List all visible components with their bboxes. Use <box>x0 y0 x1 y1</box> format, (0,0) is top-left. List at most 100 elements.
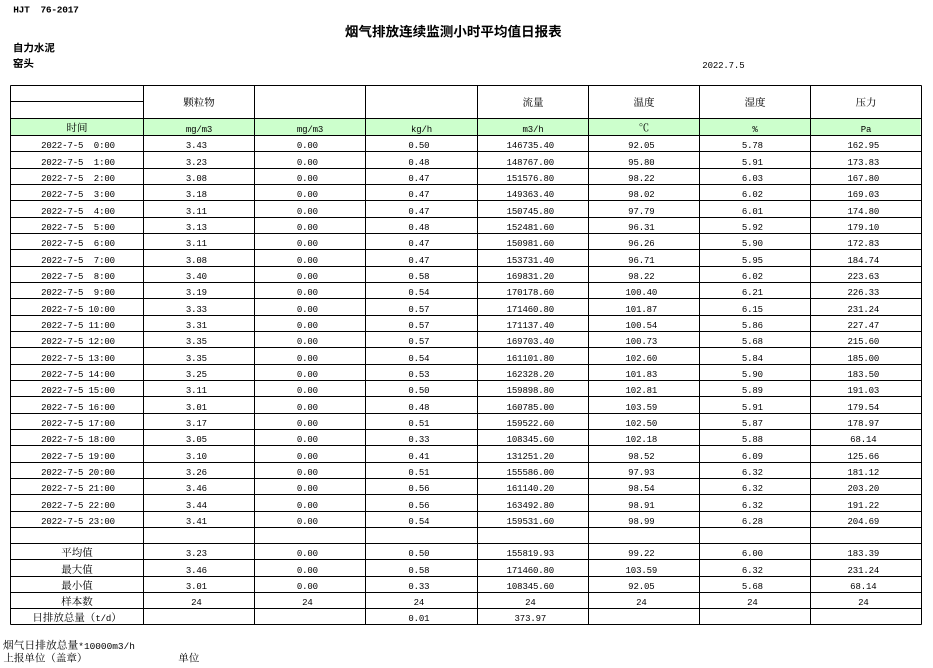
svg-text:6.00: 6.00 <box>742 549 763 559</box>
svg-text:3.01: 3.01 <box>186 582 207 592</box>
svg-text:2022-7-5 17:00: 2022-7-5 17:00 <box>41 419 115 429</box>
svg-text:5.68: 5.68 <box>742 337 763 347</box>
svg-text:5.86: 5.86 <box>742 321 763 331</box>
svg-text:3.35: 3.35 <box>186 337 207 347</box>
svg-text:159898.80: 159898.80 <box>507 386 554 396</box>
svg-text:96.71: 96.71 <box>628 256 654 266</box>
svg-text:2022-7-5 20:00: 2022-7-5 20:00 <box>41 468 115 478</box>
svg-text:0.50: 0.50 <box>408 386 429 396</box>
svg-text:103.59: 103.59 <box>626 403 658 413</box>
svg-text:3.43: 3.43 <box>186 141 207 151</box>
svg-text:2022.7.5: 2022.7.5 <box>702 61 744 71</box>
svg-text:160785.00: 160785.00 <box>507 403 554 413</box>
svg-text:191.03: 191.03 <box>848 386 880 396</box>
svg-text:0.54: 0.54 <box>408 354 429 364</box>
svg-text:0.51: 0.51 <box>408 468 429 478</box>
svg-text:0.00: 0.00 <box>297 517 318 527</box>
svg-text:5.90: 5.90 <box>742 370 763 380</box>
svg-text:0.00: 0.00 <box>297 141 318 151</box>
svg-text:2022-7-5 23:00: 2022-7-5 23:00 <box>41 517 115 527</box>
svg-text:99.22: 99.22 <box>628 549 654 559</box>
svg-text:0.57: 0.57 <box>408 321 429 331</box>
svg-text:98.22: 98.22 <box>628 272 654 282</box>
svg-text:159531.60: 159531.60 <box>507 517 554 527</box>
svg-text:0.50: 0.50 <box>408 141 429 151</box>
svg-text:2022-7-5 12:00: 2022-7-5 12:00 <box>41 337 115 347</box>
svg-text:3.46: 3.46 <box>186 484 207 494</box>
svg-text:68.14: 68.14 <box>850 435 876 445</box>
svg-text:3.19: 3.19 <box>186 288 207 298</box>
svg-text:0.58: 0.58 <box>408 566 429 576</box>
svg-text:151576.80: 151576.80 <box>507 174 554 184</box>
svg-text:102.50: 102.50 <box>626 419 658 429</box>
svg-text:2022-7-5 19:00: 2022-7-5 19:00 <box>41 452 115 462</box>
svg-text:103.59: 103.59 <box>626 566 658 576</box>
svg-text:169703.40: 169703.40 <box>507 337 554 347</box>
svg-text:0.47: 0.47 <box>408 256 429 266</box>
svg-text:24: 24 <box>858 598 869 608</box>
svg-text:3.05: 3.05 <box>186 435 207 445</box>
svg-text:0.00: 0.00 <box>297 452 318 462</box>
svg-text:24: 24 <box>191 598 202 608</box>
svg-text:0.00: 0.00 <box>297 484 318 494</box>
svg-text:3.13: 3.13 <box>186 223 207 233</box>
svg-text:92.05: 92.05 <box>628 141 654 151</box>
svg-text:161140.20: 161140.20 <box>507 484 554 494</box>
svg-text:3.17: 3.17 <box>186 419 207 429</box>
svg-text:172.83: 172.83 <box>848 239 880 249</box>
svg-text:3.11: 3.11 <box>186 207 207 217</box>
svg-text:0.00: 0.00 <box>297 288 318 298</box>
svg-text:169.03: 169.03 <box>848 190 880 200</box>
svg-text:6.32: 6.32 <box>742 468 763 478</box>
svg-text:3.08: 3.08 <box>186 256 207 266</box>
svg-text:0.00: 0.00 <box>297 337 318 347</box>
svg-text:231.24: 231.24 <box>848 566 880 576</box>
svg-text:m3/h: m3/h <box>522 125 543 135</box>
svg-text:162.95: 162.95 <box>848 141 880 151</box>
svg-text:6.09: 6.09 <box>742 452 763 462</box>
svg-text:6.28: 6.28 <box>742 517 763 527</box>
svg-text:204.69: 204.69 <box>848 517 880 527</box>
svg-text:184.74: 184.74 <box>848 256 880 266</box>
svg-text:152481.60: 152481.60 <box>507 223 554 233</box>
svg-text:98.02: 98.02 <box>628 190 654 200</box>
svg-text:2022-7-5 2:00: 2022-7-5 2:00 <box>41 174 115 184</box>
svg-text:5.87: 5.87 <box>742 419 763 429</box>
svg-text:0.57: 0.57 <box>408 305 429 315</box>
svg-text:0.51: 0.51 <box>408 419 429 429</box>
svg-text:2022-7-5 1:00: 2022-7-5 1:00 <box>41 158 115 168</box>
svg-text:5.89: 5.89 <box>742 386 763 396</box>
svg-text:131251.20: 131251.20 <box>507 452 554 462</box>
svg-text:0.56: 0.56 <box>408 484 429 494</box>
svg-text:%: % <box>752 125 758 135</box>
svg-text:24: 24 <box>747 598 758 608</box>
svg-text:98.54: 98.54 <box>628 484 654 494</box>
svg-text:159522.60: 159522.60 <box>507 419 554 429</box>
svg-text:0.00: 0.00 <box>297 435 318 445</box>
svg-text:3.41: 3.41 <box>186 517 207 527</box>
svg-text:0.00: 0.00 <box>297 321 318 331</box>
svg-text:2022-7-5 14:00: 2022-7-5 14:00 <box>41 370 115 380</box>
svg-text:0.00: 0.00 <box>297 403 318 413</box>
svg-text:24: 24 <box>302 598 313 608</box>
svg-text:68.14: 68.14 <box>850 582 876 592</box>
svg-text:171460.80: 171460.80 <box>507 566 554 576</box>
svg-text:mg/m3: mg/m3 <box>297 125 323 135</box>
svg-text:24: 24 <box>414 598 425 608</box>
svg-text:162328.20: 162328.20 <box>507 370 554 380</box>
svg-text:Pa: Pa <box>861 125 872 135</box>
svg-text:95.80: 95.80 <box>628 158 654 168</box>
svg-text:24: 24 <box>636 598 647 608</box>
svg-text:5.91: 5.91 <box>742 158 763 168</box>
svg-text:183.39: 183.39 <box>848 549 880 559</box>
svg-text:0.00: 0.00 <box>297 272 318 282</box>
svg-text:108345.60: 108345.60 <box>507 582 554 592</box>
svg-text:2022-7-5 15:00: 2022-7-5 15:00 <box>41 386 115 396</box>
svg-text:2022-7-5 18:00: 2022-7-5 18:00 <box>41 435 115 445</box>
svg-text:373.97: 373.97 <box>515 614 547 624</box>
svg-text:0.48: 0.48 <box>408 403 429 413</box>
svg-text:0.33: 0.33 <box>408 435 429 445</box>
svg-text:0.48: 0.48 <box>408 158 429 168</box>
svg-text:6.32: 6.32 <box>742 566 763 576</box>
svg-text:171137.40: 171137.40 <box>507 321 554 331</box>
